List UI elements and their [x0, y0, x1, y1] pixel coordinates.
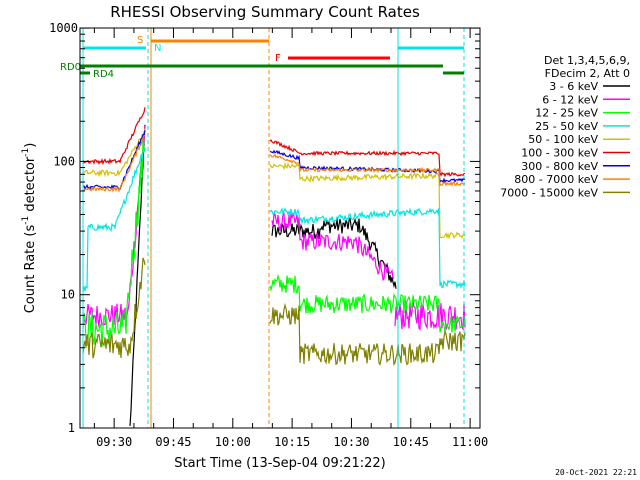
- mode-markers: [82, 28, 465, 428]
- legend-header-line2: FDecim 2, Att 0: [545, 67, 630, 80]
- series-line: [269, 139, 466, 178]
- series-800-7000keV: [82, 134, 466, 193]
- series-25-50keV: [82, 147, 466, 292]
- n-flag-label: N: [154, 43, 161, 54]
- chart-title: RHESSI Observing Summary Count Rates: [110, 3, 420, 21]
- series-line: [269, 153, 466, 187]
- legend-header-line1: Det 1,3,4,5,6,9,: [544, 54, 630, 67]
- series-line: [269, 161, 466, 240]
- y-tick-label: 10: [61, 288, 75, 302]
- x-tick-label: 10:45: [393, 435, 429, 449]
- legend-label: 7000 - 15000 keV: [500, 186, 598, 199]
- series-layer: [82, 107, 466, 426]
- series-line: [82, 139, 146, 347]
- timestamp: 20-Oct-2021 22:21: [555, 468, 637, 477]
- f-flag-label: F: [275, 53, 281, 64]
- x-tick-label: 10:30: [333, 435, 369, 449]
- legend-label: 3 - 6 keV: [549, 80, 598, 93]
- series-line: [82, 128, 146, 178]
- x-axis-label: Start Time (13-Sep-04 09:21:22): [174, 456, 385, 471]
- tick-marks: [80, 27, 480, 429]
- s-flag-label: S: [137, 35, 143, 46]
- y-tick-label: 1000: [49, 21, 78, 35]
- legend-label: 12 - 25 keV: [535, 107, 598, 120]
- legend-label: 50 - 100 keV: [528, 133, 598, 146]
- series-50-100keV: [82, 128, 466, 240]
- legend-label: 25 - 50 keV: [535, 120, 598, 133]
- series-7000-15000keV: [82, 257, 466, 367]
- flag-bars: SN F RD0 RD4: [60, 35, 464, 80]
- rd0-flag-label: RD0: [60, 62, 81, 73]
- legend-label: 300 - 800 keV: [521, 160, 598, 173]
- y-tick-label: 1: [68, 421, 75, 435]
- x-tick-label: 10:00: [215, 435, 251, 449]
- series-100-300keV: [82, 107, 466, 178]
- legend-label: 100 - 300 keV: [521, 147, 598, 160]
- legend-label: 6 - 12 keV: [542, 93, 598, 106]
- x-tick-label: 09:30: [96, 435, 132, 449]
- legend-label: 800 - 7000 keV: [514, 173, 598, 186]
- series-line: [82, 257, 146, 359]
- plot-frame: [79, 27, 481, 429]
- series-line: [271, 217, 397, 289]
- y-axis-label: Count Rate (s-1 detector-1): [21, 143, 38, 314]
- series-line: [82, 134, 146, 193]
- x-tick-label: 10:15: [274, 435, 310, 449]
- series-line: [269, 302, 466, 367]
- series-line: [82, 107, 146, 166]
- series-12-25keV: [82, 139, 466, 347]
- y-tick-label: 100: [53, 154, 75, 168]
- series-line: [271, 212, 395, 281]
- x-tick-label: 11:00: [452, 435, 488, 449]
- series-line: [269, 207, 466, 290]
- series-line: [82, 130, 146, 191]
- x-tick-label: 09:45: [155, 435, 191, 449]
- series-line: [269, 273, 466, 333]
- rd4-flag-label: RD4: [93, 69, 114, 80]
- series-line: [82, 147, 146, 292]
